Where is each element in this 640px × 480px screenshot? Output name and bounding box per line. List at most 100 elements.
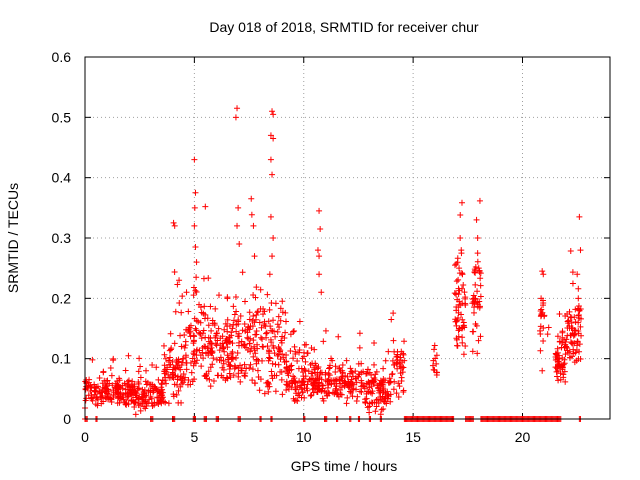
data-point	[318, 289, 325, 296]
data-point	[179, 293, 186, 300]
data-point	[391, 348, 398, 355]
data-point	[471, 304, 478, 311]
data-point	[89, 397, 96, 404]
data-point	[380, 365, 387, 372]
data-point	[314, 375, 321, 382]
data-point	[561, 356, 568, 363]
data-point	[163, 380, 170, 387]
data-point	[239, 269, 246, 276]
data-point	[358, 388, 365, 395]
data-point	[572, 319, 579, 326]
data-point	[336, 364, 343, 371]
data-point	[300, 373, 307, 380]
data-point	[395, 394, 402, 401]
data-point	[560, 361, 567, 368]
data-point	[398, 377, 405, 384]
data-point	[538, 295, 545, 302]
data-point	[130, 386, 137, 393]
data-point	[475, 337, 482, 344]
data-point	[248, 345, 255, 352]
data-point	[136, 355, 143, 362]
data-point	[399, 364, 406, 371]
data-point	[575, 295, 582, 302]
data-point	[307, 392, 314, 399]
data-point	[477, 282, 484, 289]
data-point	[367, 389, 374, 396]
data-point	[250, 353, 257, 360]
data-point	[371, 339, 378, 346]
data-point	[218, 357, 225, 364]
data-point	[332, 368, 339, 375]
data-point	[284, 366, 291, 373]
data-point	[541, 313, 548, 320]
data-point	[363, 395, 370, 402]
data-point	[353, 397, 360, 404]
data-point	[460, 323, 467, 330]
data-point	[555, 360, 562, 367]
data-point	[200, 327, 207, 334]
data-point	[125, 377, 132, 384]
data-point	[296, 318, 303, 325]
data-point	[335, 333, 342, 340]
data-point	[215, 325, 222, 332]
data-point	[474, 235, 481, 241]
data-point	[475, 265, 482, 272]
data-point	[185, 308, 192, 315]
data-point	[545, 324, 552, 331]
data-point	[182, 342, 189, 349]
data-point	[178, 362, 185, 369]
data-point	[268, 339, 275, 346]
data-point	[575, 319, 582, 326]
data-point	[276, 346, 283, 353]
data-point	[291, 343, 298, 350]
data-point	[562, 378, 569, 385]
data-point	[202, 343, 209, 350]
data-point	[266, 348, 273, 355]
data-point	[252, 380, 259, 387]
data-point	[433, 371, 440, 378]
data-point	[474, 350, 481, 357]
data-point	[244, 334, 251, 341]
data-point	[382, 377, 389, 384]
data-point	[266, 355, 273, 362]
data-point	[477, 270, 484, 277]
data-point	[109, 382, 116, 389]
data-point	[190, 338, 197, 345]
data-point	[292, 397, 299, 404]
data-point	[476, 268, 483, 275]
data-point	[399, 350, 406, 357]
data-point	[333, 385, 340, 392]
data-point	[364, 404, 371, 411]
data-point	[94, 402, 101, 409]
data-point	[301, 394, 308, 401]
data-point	[254, 367, 261, 374]
data-point	[566, 354, 573, 361]
data-point	[279, 391, 286, 398]
data-point	[137, 363, 144, 370]
data-point	[393, 390, 400, 397]
data-point	[209, 361, 216, 368]
data-point	[267, 156, 274, 163]
data-point	[364, 370, 371, 377]
data-point	[553, 351, 560, 358]
data-point	[250, 337, 257, 344]
data-point	[170, 219, 177, 226]
data-point	[190, 292, 197, 299]
data-point	[277, 356, 284, 363]
data-point	[372, 371, 379, 378]
data-point	[472, 269, 479, 276]
data-point	[287, 347, 294, 354]
data-point	[274, 352, 281, 359]
data-point	[291, 328, 298, 335]
data-point	[459, 316, 466, 323]
data-point	[283, 318, 290, 325]
data-point	[277, 305, 284, 312]
data-point	[265, 318, 272, 325]
data-point	[107, 364, 114, 371]
data-point	[564, 332, 571, 339]
data-point	[123, 401, 130, 408]
data-point	[460, 351, 467, 358]
data-point	[264, 343, 271, 350]
data-point	[344, 394, 351, 401]
